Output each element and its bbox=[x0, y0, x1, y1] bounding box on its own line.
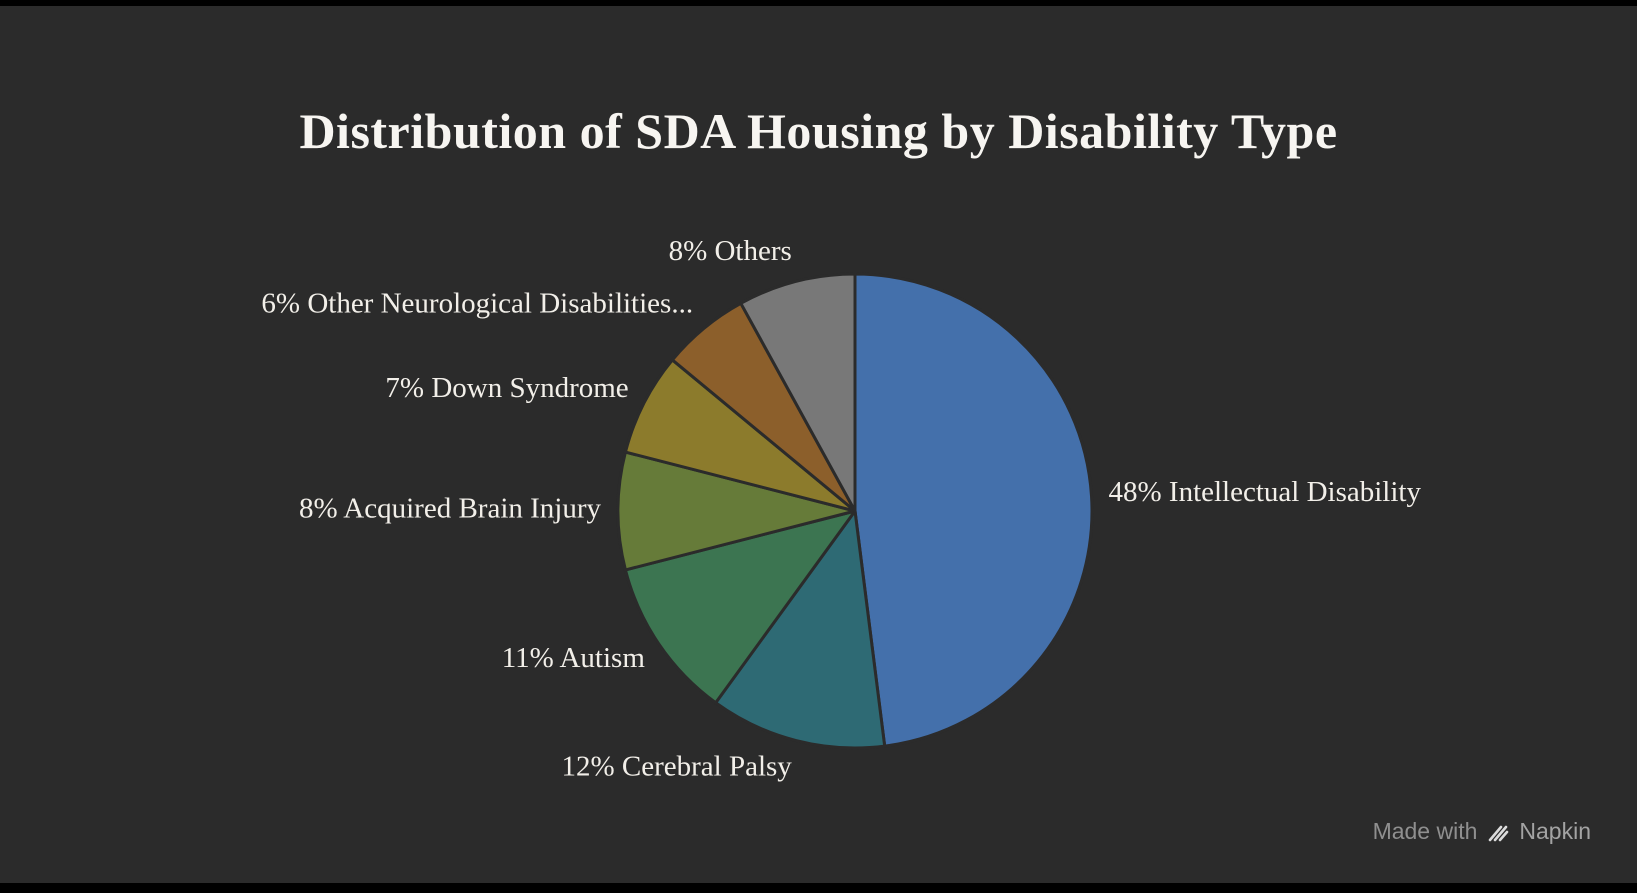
pie-slice bbox=[623, 358, 857, 513]
pie-slice-label: 8% Acquired Brain Injury bbox=[299, 493, 602, 525]
pie-slice-label: 7% Down Syndrome bbox=[385, 372, 628, 404]
pie-slice bbox=[623, 509, 857, 705]
pie-slice bbox=[616, 450, 857, 572]
pie-slice bbox=[739, 272, 857, 513]
pie-slice-label: 8% Others bbox=[669, 235, 792, 267]
made-with-label: Made with bbox=[1372, 818, 1478, 844]
pie-slice bbox=[853, 272, 1094, 748]
pie-slice bbox=[714, 509, 887, 750]
chart-title: Distribution of SDA Housing by Disabilit… bbox=[299, 103, 1338, 159]
pie-slice-label: 12% Cerebral Palsy bbox=[561, 750, 792, 782]
pie-chart: 48% Intellectual Disability 12% Cerebral … bbox=[261, 235, 1422, 782]
pie-slice-label: 48% Intellectual Disability bbox=[1109, 476, 1422, 508]
pie-slice-label: 11% Autism bbox=[502, 642, 646, 674]
napkin-brand-label: Napkin bbox=[1519, 818, 1591, 844]
chart-canvas: Distribution of SDA Housing by Disabilit… bbox=[0, 6, 1637, 883]
attribution: Made with Napkin bbox=[1373, 818, 1591, 845]
napkin-logo-icon bbox=[1489, 825, 1509, 841]
pie-slice-label: 6% Other Neurological Disabilities... bbox=[261, 288, 693, 320]
